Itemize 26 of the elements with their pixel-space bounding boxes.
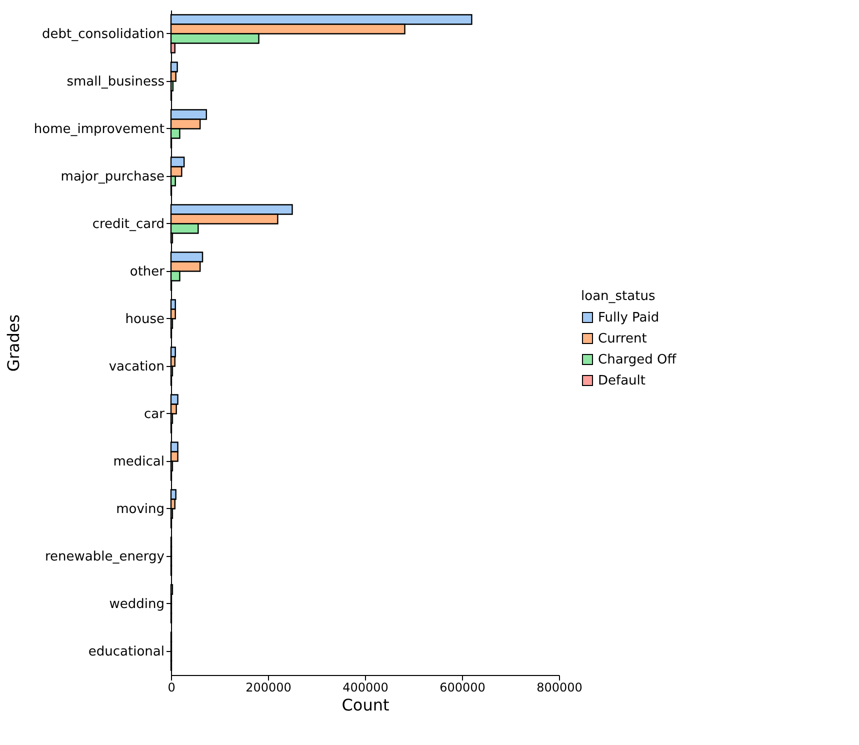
y-tick-label: credit_card	[92, 216, 164, 232]
legend-label: Charged Off	[598, 352, 678, 368]
y-tick-label: renewable_energy	[44, 549, 165, 564]
y-tick-label: home_improvement	[34, 122, 164, 137]
y-axis-title: Grades	[4, 314, 23, 372]
legend-label: Default	[598, 374, 646, 388]
y-tick-label: medical	[113, 454, 164, 470]
y-tick-label: small_business	[66, 74, 165, 90]
y-tick-label: vacation	[108, 359, 164, 374]
x-tick-label: 800000	[536, 680, 582, 694]
y-tick-label: house	[125, 312, 164, 327]
legend-label: Current	[598, 332, 647, 346]
x-tick-label: 600000	[440, 680, 486, 694]
legend-label: Fully Paid	[598, 310, 660, 326]
y-tick-label: educational	[88, 644, 164, 660]
legend-title: loan_status	[581, 289, 656, 304]
y-tick-label: major_purchase	[60, 169, 164, 184]
x-tick-label: 0	[168, 680, 176, 694]
y-tick-label: car	[144, 406, 166, 422]
y-tick-label: other	[130, 264, 166, 280]
x-tick-label: 400000	[342, 680, 388, 694]
x-tick-label: 200000	[246, 680, 292, 694]
y-tick-label: moving	[116, 502, 164, 517]
x-axis-title: Count	[342, 696, 390, 714]
y-tick-label: debt_consolidation	[42, 26, 164, 42]
y-tick-label: wedding	[109, 596, 164, 612]
